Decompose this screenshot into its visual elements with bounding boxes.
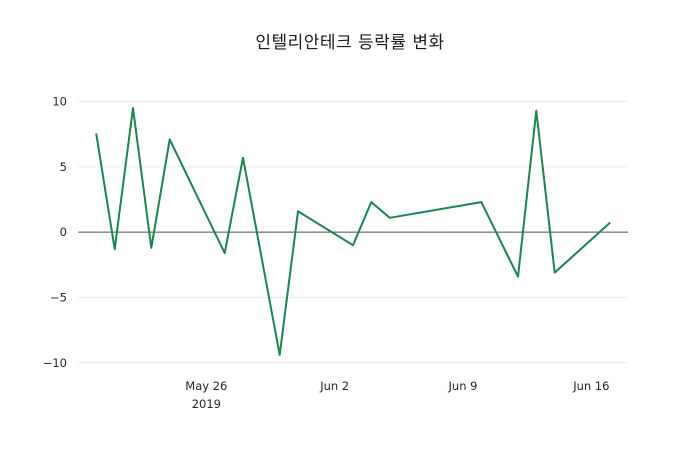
y-tick-label: 0 [60,225,67,239]
x-tick-sublabel: 2019 [192,397,221,411]
x-tick-label: May 26 [185,379,227,393]
y-tick-label: 5 [60,160,67,174]
y-tick-label: −5 [50,290,67,304]
x-tick-label: Jun 2 [319,379,349,393]
chart-title: 인텔리안테크 등락률 변화 [255,33,445,53]
y-tick-label: 10 [52,95,67,109]
y-tick-label: −10 [43,356,67,370]
y-tick-labels: −10 −5 0 5 10 [43,95,67,370]
data-line-series [95,107,611,356]
x-tick-label: Jun 16 [572,379,609,393]
x-tick-label: Jun 9 [448,379,478,393]
x-tick-labels: May 26 2019 Jun 2 Jun 9 Jun 16 [185,379,609,411]
y-gridlines [78,101,628,364]
